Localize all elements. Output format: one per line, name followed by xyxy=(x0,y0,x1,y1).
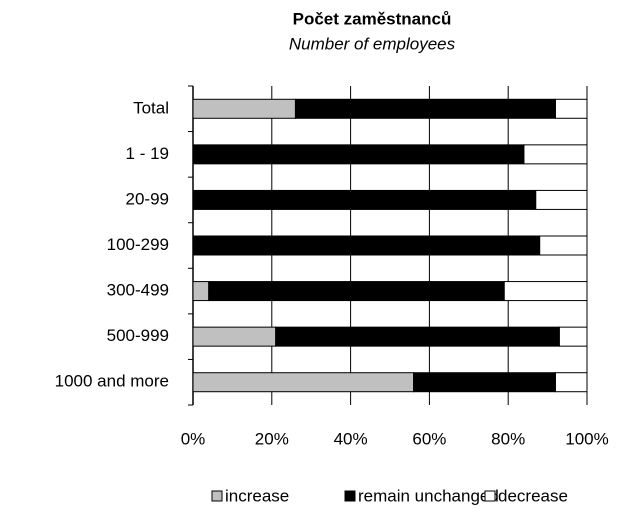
bar-segment xyxy=(535,189,588,210)
x-tick-label: 40% xyxy=(334,429,368,448)
y-tick-label: 20-99 xyxy=(126,189,169,208)
bar-segment xyxy=(275,326,560,347)
legend-swatch xyxy=(484,490,496,502)
legend-swatch xyxy=(211,490,223,502)
bar-segment xyxy=(554,372,588,393)
y-tick-label: Total xyxy=(133,98,169,117)
bar-segment xyxy=(208,281,505,302)
x-tick-label: 100% xyxy=(565,429,608,448)
bar-segment xyxy=(523,144,588,165)
bar-segment xyxy=(192,235,541,256)
y-tick-label: 1 - 19 xyxy=(126,144,169,163)
legend-swatch xyxy=(344,490,356,502)
y-tick-label: 500-999 xyxy=(107,326,169,345)
y-tick-label: 300-499 xyxy=(107,281,169,300)
y-tick-label: 1000 and more xyxy=(55,372,169,391)
chart-subtitle: Number of employees xyxy=(289,34,456,53)
bar-segment xyxy=(503,281,588,302)
bar-segment xyxy=(413,372,556,393)
bar-segment xyxy=(539,235,588,256)
bar-segment xyxy=(192,326,277,347)
x-tick-label: 20% xyxy=(255,429,289,448)
bar-segment xyxy=(192,98,296,119)
bar-segment xyxy=(554,98,588,119)
x-tick-label: 80% xyxy=(491,429,525,448)
bar-segment xyxy=(192,189,537,210)
bar-segment xyxy=(294,98,556,119)
y-tick-label: 100-299 xyxy=(107,235,169,254)
bar-segment xyxy=(558,326,588,347)
bar-segment xyxy=(192,372,415,393)
legend-label: remain unchanged xyxy=(358,486,499,505)
x-tick-label: 0% xyxy=(181,429,206,448)
chart-title: Počet zaměstnanců xyxy=(293,9,452,28)
legend-label: decrease xyxy=(498,486,568,505)
bar-segment xyxy=(192,144,525,165)
legend-label: increase xyxy=(225,486,289,505)
bar-segment xyxy=(192,281,210,302)
x-tick-label: 60% xyxy=(412,429,446,448)
